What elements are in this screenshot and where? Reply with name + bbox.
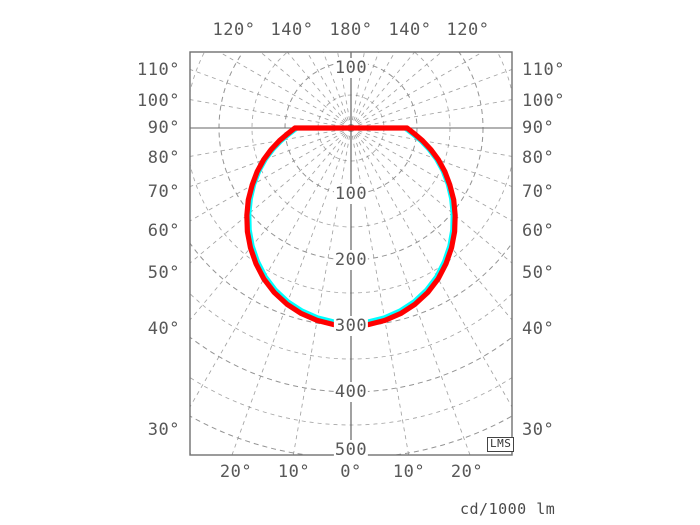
angle-label-right: 70° xyxy=(522,182,555,202)
distribution-curves xyxy=(244,125,458,329)
angle-label-right: 40° xyxy=(522,319,555,339)
angle-label-right: 110° xyxy=(522,60,565,80)
angle-label-left: 50° xyxy=(147,263,180,283)
angle-label-right: 100° xyxy=(522,91,565,111)
angle-label-top: 120° xyxy=(212,20,256,40)
angle-label-right: 90° xyxy=(522,118,555,138)
angle-label-left: 30° xyxy=(147,420,180,440)
angle-label-top: 180° xyxy=(329,20,373,40)
angle-label-left: 70° xyxy=(147,182,180,202)
lms-watermark-badge: LMS xyxy=(487,437,515,452)
radial-value-label: 300 xyxy=(333,316,369,336)
angle-label-left: 40° xyxy=(147,319,180,339)
unit-caption: cd/1000 lm xyxy=(460,500,556,518)
angle-label-right: 80° xyxy=(522,148,555,168)
angle-label-top: 120° xyxy=(446,20,490,40)
angle-label-right: 50° xyxy=(522,263,555,283)
angle-label-bottom: 0° xyxy=(340,462,362,482)
radial-value-label: 400 xyxy=(333,382,369,402)
angle-label-bottom: 10° xyxy=(392,462,426,482)
angle-label-left: 100° xyxy=(137,91,180,111)
angle-label-right: 60° xyxy=(522,221,555,241)
radial-value-label: 100 xyxy=(333,184,369,204)
angle-label-bottom: 20° xyxy=(450,462,484,482)
radial-value-label: 100 xyxy=(333,58,369,78)
angle-label-left: 60° xyxy=(147,221,180,241)
lms-watermark-text: LMS xyxy=(490,437,512,450)
angle-label-top: 140° xyxy=(388,20,432,40)
angle-label-bottom: 20° xyxy=(219,462,253,482)
angle-label-right: 30° xyxy=(522,420,555,440)
radial-value-label: 500 xyxy=(333,440,369,460)
angle-label-top: 140° xyxy=(270,20,314,40)
angle-label-left: 80° xyxy=(147,148,180,168)
radial-value-label: 200 xyxy=(333,250,369,270)
angle-label-left: 110° xyxy=(137,60,180,80)
angle-label-left: 90° xyxy=(147,118,180,138)
angle-label-bottom: 10° xyxy=(277,462,311,482)
distribution-curve xyxy=(244,125,458,329)
